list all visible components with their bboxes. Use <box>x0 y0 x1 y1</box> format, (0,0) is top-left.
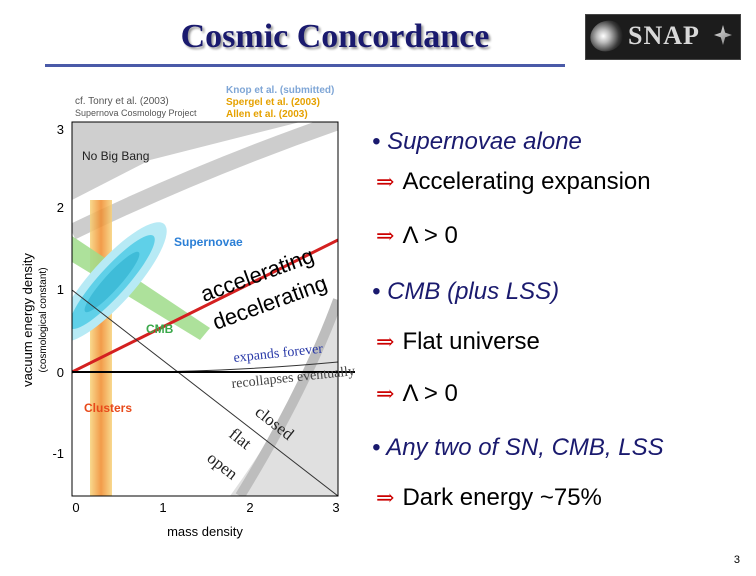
bullet-item: • Any two of SN, CMB, LSS <box>372 434 664 461</box>
bullet-item: • CMB (plus LSS) <box>372 278 560 305</box>
no-big-bang-label: No Big Bang <box>82 149 149 163</box>
bullet-list: • Supernovae alone ⇒ Accelerating expansi… <box>372 0 756 576</box>
implies-icon: ⇒ <box>376 224 395 249</box>
credit-knop: Knop et al. (submitted) <box>226 85 334 96</box>
implies-item: ⇒ Λ > 0 <box>376 380 458 408</box>
open-label: open <box>204 448 242 484</box>
x-tick: 0 <box>72 500 79 515</box>
y-tick: 2 <box>57 200 64 215</box>
slide-title: Cosmic Concordance <box>180 18 490 55</box>
cluster-band <box>90 200 112 496</box>
bullet-text: Supernovae alone <box>387 128 582 155</box>
logo-text: SNAP <box>628 21 700 50</box>
credit-spergel: Spergel et al. (2003) <box>226 97 320 108</box>
flat-universe-line <box>72 289 338 496</box>
implies-item: ⇒ Dark energy ~75% <box>376 484 602 512</box>
wedge-edge <box>235 298 338 496</box>
y-tick: 0 <box>57 365 64 380</box>
implies-item: ⇒ Λ > 0 <box>376 222 458 250</box>
y-axis-label: vacuum energy density <box>20 253 35 387</box>
implies-icon: ⇒ <box>376 330 395 355</box>
x-tick: 3 <box>332 500 339 515</box>
implies-icon: ⇒ <box>376 170 395 195</box>
no-big-bang-region <box>72 122 300 200</box>
implies-icon: ⇒ <box>376 382 395 407</box>
y-axis-sublabel: (cosmological constant) <box>38 267 49 372</box>
title-underline <box>45 64 565 67</box>
page-number: 3 <box>733 554 740 566</box>
implies-text: Flat universe <box>402 328 540 355</box>
x-axis-label: mass density <box>167 524 243 539</box>
implies-text: Λ > 0 <box>402 222 458 249</box>
y-tick: -1 <box>52 446 64 461</box>
x-tick: 2 <box>246 500 253 515</box>
implies-text: Accelerating expansion <box>402 168 651 195</box>
implies-icon: ⇒ <box>376 486 395 511</box>
clusters-label: Clusters <box>84 401 132 415</box>
credit-tonry: cf. Tonry et al. (2003) <box>75 96 169 107</box>
implies-text: Dark energy ~75% <box>402 484 602 511</box>
supernovae-label: Supernovae <box>174 235 243 249</box>
plot-frame <box>71 121 339 497</box>
y-tick: 3 <box>57 122 64 137</box>
credit-scp: Supernova Cosmology Project <box>75 108 197 118</box>
bullet-text: Any two of SN, CMB, LSS <box>386 434 664 461</box>
x-tick: 1 <box>159 500 166 515</box>
lower-wedge <box>230 300 338 496</box>
accel-decel-line <box>72 238 338 374</box>
bullet-item: • Supernovae alone <box>372 128 582 155</box>
snap-logo: SNAP <box>585 14 741 60</box>
implies-item: ⇒ Flat universe <box>376 328 540 356</box>
supernovae-inner <box>84 251 140 313</box>
implies-item: ⇒ Accelerating expansion <box>376 168 651 196</box>
y-tick: 1 <box>57 282 64 297</box>
bullet-text: CMB (plus LSS) <box>387 278 560 305</box>
cmb-label: CMB <box>146 322 174 336</box>
credit-allen: Allen et al. (2003) <box>226 109 308 120</box>
implies-text: Λ > 0 <box>402 380 458 407</box>
